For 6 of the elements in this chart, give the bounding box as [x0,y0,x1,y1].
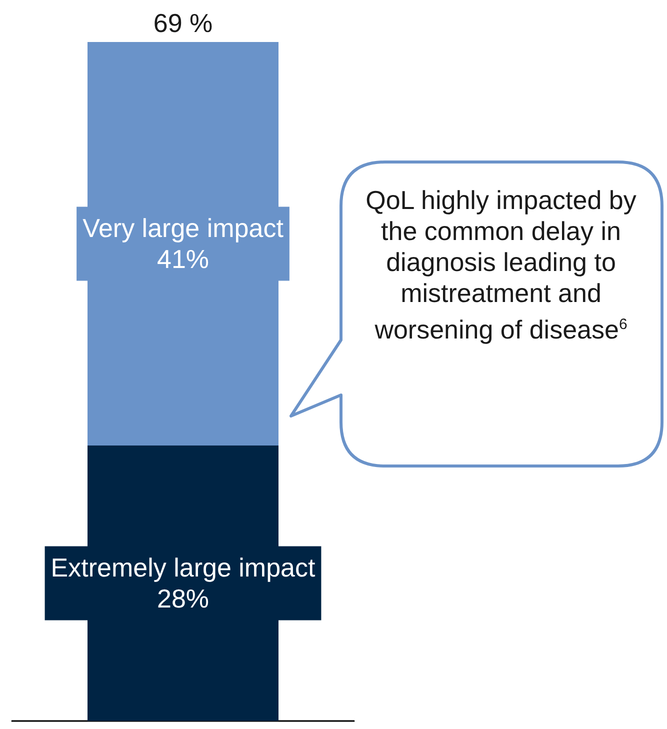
text: QoL highly impacted by the common delay in diagnosis leading to mistreatment and worsening of disease$^{6}$ [364,185,638,346]
total-label: 69 % [153,8,213,38]
series-label: Extremely large impact [50,552,316,583]
data-label: 41% [156,244,210,274]
data-label: 28% [156,584,210,614]
series-label: Very large impact [82,213,284,244]
